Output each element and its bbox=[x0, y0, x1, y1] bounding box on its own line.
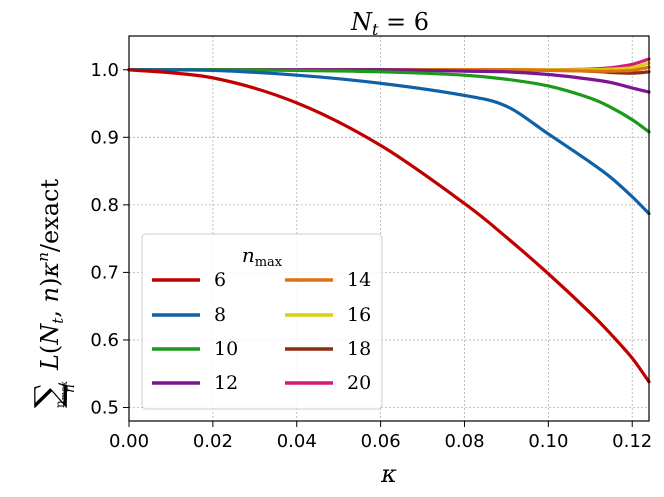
svg-text:∑: ∑ bbox=[28, 382, 69, 408]
y-tick-label: 0.5 bbox=[90, 397, 119, 418]
legend-items: 6 8 10 12 14 16 18 20 bbox=[152, 269, 371, 394]
y-tick-label: 1.0 bbox=[90, 60, 119, 81]
y-tick-label: 0.6 bbox=[90, 330, 119, 351]
legend-label-16: 16 bbox=[347, 304, 371, 326]
legend-label-6: 6 bbox=[214, 269, 226, 291]
y-tick-label: 0.9 bbox=[90, 127, 119, 148]
x-axis-label: κ bbox=[380, 460, 397, 488]
series-layer bbox=[127, 57, 651, 384]
x-tick-label: 0.08 bbox=[444, 431, 484, 452]
legend-box bbox=[141, 233, 383, 410]
legend-label-8: 8 bbox=[214, 304, 226, 326]
x-tick-label: 0.02 bbox=[193, 431, 233, 452]
legend-label-12: 12 bbox=[214, 372, 238, 394]
tick-labels: 0.00 0.02 0.04 0.06 0.08 0.10 0.12 0.5 0.6 0.7 0.8… bbox=[90, 60, 652, 452]
svg-text:n: n bbox=[62, 384, 78, 393]
series-line-nmax-8 bbox=[127, 68, 651, 216]
y-tick-label: 0.8 bbox=[90, 195, 119, 216]
x-tick-label: 0.00 bbox=[109, 431, 149, 452]
legend-label-10: 10 bbox=[214, 338, 238, 360]
series-line-nmax-10 bbox=[127, 68, 651, 134]
ticks bbox=[123, 69, 633, 427]
legend-label-20: 20 bbox=[347, 372, 371, 394]
legend-label-18: 18 bbox=[347, 338, 371, 360]
x-tick-label: 0.10 bbox=[528, 431, 568, 452]
grid bbox=[128, 36, 649, 421]
x-tick-label: 0.04 bbox=[277, 431, 317, 452]
legend-label-14: 14 bbox=[347, 269, 371, 291]
chart-title: Nt = 6 bbox=[350, 8, 429, 39]
plot-frame bbox=[128, 35, 650, 422]
svg-text:L(Nt, n)κn/exact: L(Nt, n)κn/exact bbox=[34, 179, 67, 371]
x-tick-label: 0.12 bbox=[612, 431, 652, 452]
y-tick-label: 0.7 bbox=[90, 262, 119, 283]
y-axis-label: nmax ∑ n L(Nt, n)κn/exact bbox=[28, 179, 78, 408]
x-tick-label: 0.06 bbox=[361, 431, 401, 452]
series-line-nmax-6 bbox=[127, 68, 651, 384]
